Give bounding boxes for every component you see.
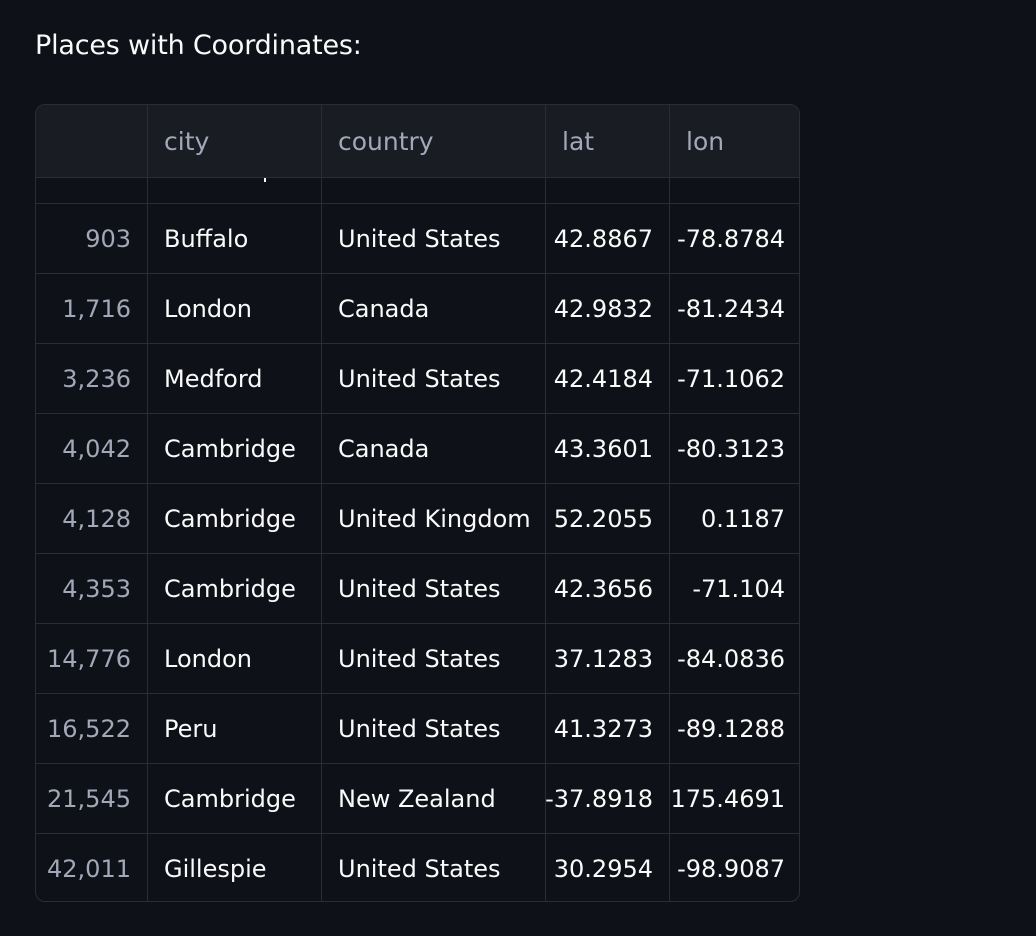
- table-row[interactable]: 42,011 Gillespie United States 30.2954 -98.9…: [36, 834, 799, 901]
- table-cell-lon[interactable]: 0.1187: [701, 504, 785, 533]
- table-row[interactable]: 1,716 London Canada 42.9832 -81.2434: [36, 274, 799, 344]
- table-cell-index[interactable]: 42,011: [36, 834, 148, 901]
- table-cell-index[interactable]: 3,236: [36, 344, 148, 413]
- table-cell-city[interactable]: Peru: [148, 694, 322, 763]
- table-cell-city[interactable]: Cambridge: [148, 484, 322, 553]
- page-heading: Places with Coordinates:: [35, 30, 362, 61]
- data-table[interactable]: city country lat lon 903 Buffalo United St…: [35, 104, 800, 902]
- table-cell-partial: [148, 178, 322, 203]
- column-header-city[interactable]: city: [148, 105, 322, 177]
- table-cell-country[interactable]: Canada: [322, 274, 546, 343]
- table-cell-city[interactable]: Cambridge: [148, 414, 322, 483]
- table-row[interactable]: 4,128 Cambridge United Kingdom 52.2055 0.118…: [36, 484, 799, 554]
- table-row[interactable]: 4,353 Cambridge United States 42.3656 -71.10…: [36, 554, 799, 624]
- column-header-country[interactable]: country: [322, 105, 546, 177]
- table-cell-country[interactable]: New Zealand: [322, 764, 546, 833]
- table-cell-lon[interactable]: -98.9087: [677, 855, 785, 883]
- table-row[interactable]: 4,042 Cambridge Canada 43.3601 -80.3123: [36, 414, 799, 484]
- table-cell-city[interactable]: Gillespie: [148, 834, 322, 901]
- table-cell-lon[interactable]: -71.1062: [677, 364, 785, 393]
- table-cell-city[interactable]: Buffalo: [148, 204, 322, 273]
- clipped-text-fragment: [264, 178, 266, 182]
- table-cell-lat[interactable]: 42.3656: [546, 554, 670, 623]
- table-cell-lon[interactable]: -71.104: [692, 574, 785, 603]
- table-cell-lat[interactable]: 41.3273: [546, 694, 670, 763]
- table-cell-city[interactable]: London: [148, 624, 322, 693]
- table-cell-index[interactable]: 903: [36, 204, 148, 273]
- table-body: 903 Buffalo United States 42.8867 -78.8784 1,…: [36, 204, 799, 901]
- table-cell-lon[interactable]: -80.3123: [677, 434, 785, 463]
- table-cell-lat[interactable]: 42.8867: [546, 204, 670, 273]
- table-cell-lat[interactable]: 30.2954: [546, 834, 670, 901]
- table-cell-city[interactable]: Cambridge: [148, 554, 322, 623]
- column-header-index[interactable]: [36, 105, 148, 177]
- table-cell-index[interactable]: 16,522: [36, 694, 148, 763]
- table-cell-partial: [546, 178, 670, 203]
- table-cell-lat[interactable]: 42.9832: [546, 274, 670, 343]
- table-cell-lat[interactable]: 43.3601: [546, 414, 670, 483]
- table-cell-country[interactable]: United States: [322, 204, 546, 273]
- table-row-partial: [36, 178, 799, 204]
- table-cell-partial: [322, 178, 546, 203]
- table-cell-lon[interactable]: -89.1288: [677, 714, 785, 743]
- table-cell-index[interactable]: 4,128: [36, 484, 148, 553]
- table-row[interactable]: 14,776 London United States 37.1283 -84.0836: [36, 624, 799, 694]
- table-cell-lat[interactable]: 37.1283: [546, 624, 670, 693]
- table-cell-lon[interactable]: 175.4691: [670, 784, 785, 813]
- table-cell-country[interactable]: United States: [322, 554, 546, 623]
- table-cell-index[interactable]: 4,353: [36, 554, 148, 623]
- table-cell-country[interactable]: United Kingdom: [322, 484, 546, 553]
- table-row[interactable]: 16,522 Peru United States 41.3273 -89.1288: [36, 694, 799, 764]
- table-cell-city[interactable]: London: [148, 274, 322, 343]
- table-cell-country[interactable]: United States: [322, 344, 546, 413]
- table-cell-city[interactable]: Medford: [148, 344, 322, 413]
- table-cell-country[interactable]: United States: [322, 694, 546, 763]
- table-cell-partial: [670, 178, 799, 203]
- table-cell-lon[interactable]: -78.8784: [677, 224, 785, 253]
- table-cell-lat[interactable]: 52.2055: [546, 484, 670, 553]
- table-cell-lat[interactable]: 42.4184: [546, 344, 670, 413]
- table-row[interactable]: 3,236 Medford United States 42.4184 -71.1062: [36, 344, 799, 414]
- table-cell-country[interactable]: United States: [322, 834, 546, 901]
- table-cell-index[interactable]: 1,716: [36, 274, 148, 343]
- table-cell-lon[interactable]: -84.0836: [677, 644, 785, 673]
- table-cell-country[interactable]: United States: [322, 624, 546, 693]
- table-cell-city[interactable]: Cambridge: [148, 764, 322, 833]
- column-header-lon[interactable]: lon: [686, 126, 725, 156]
- table-header-row: city country lat lon: [36, 105, 799, 178]
- table-cell-index[interactable]: 4,042: [36, 414, 148, 483]
- table-cell-partial: [36, 178, 148, 203]
- table-cell-index[interactable]: 14,776: [36, 624, 148, 693]
- column-header-lat[interactable]: lat: [546, 105, 670, 177]
- table-cell-index[interactable]: 21,545: [36, 764, 148, 833]
- table-cell-lon[interactable]: -81.2434: [677, 294, 785, 323]
- table-cell-country[interactable]: Canada: [322, 414, 546, 483]
- table-row[interactable]: 903 Buffalo United States 42.8867 -78.8784: [36, 204, 799, 274]
- table-cell-lat[interactable]: -37.8918: [546, 764, 670, 833]
- table-row[interactable]: 21,545 Cambridge New Zealand -37.8918 175.46…: [36, 764, 799, 834]
